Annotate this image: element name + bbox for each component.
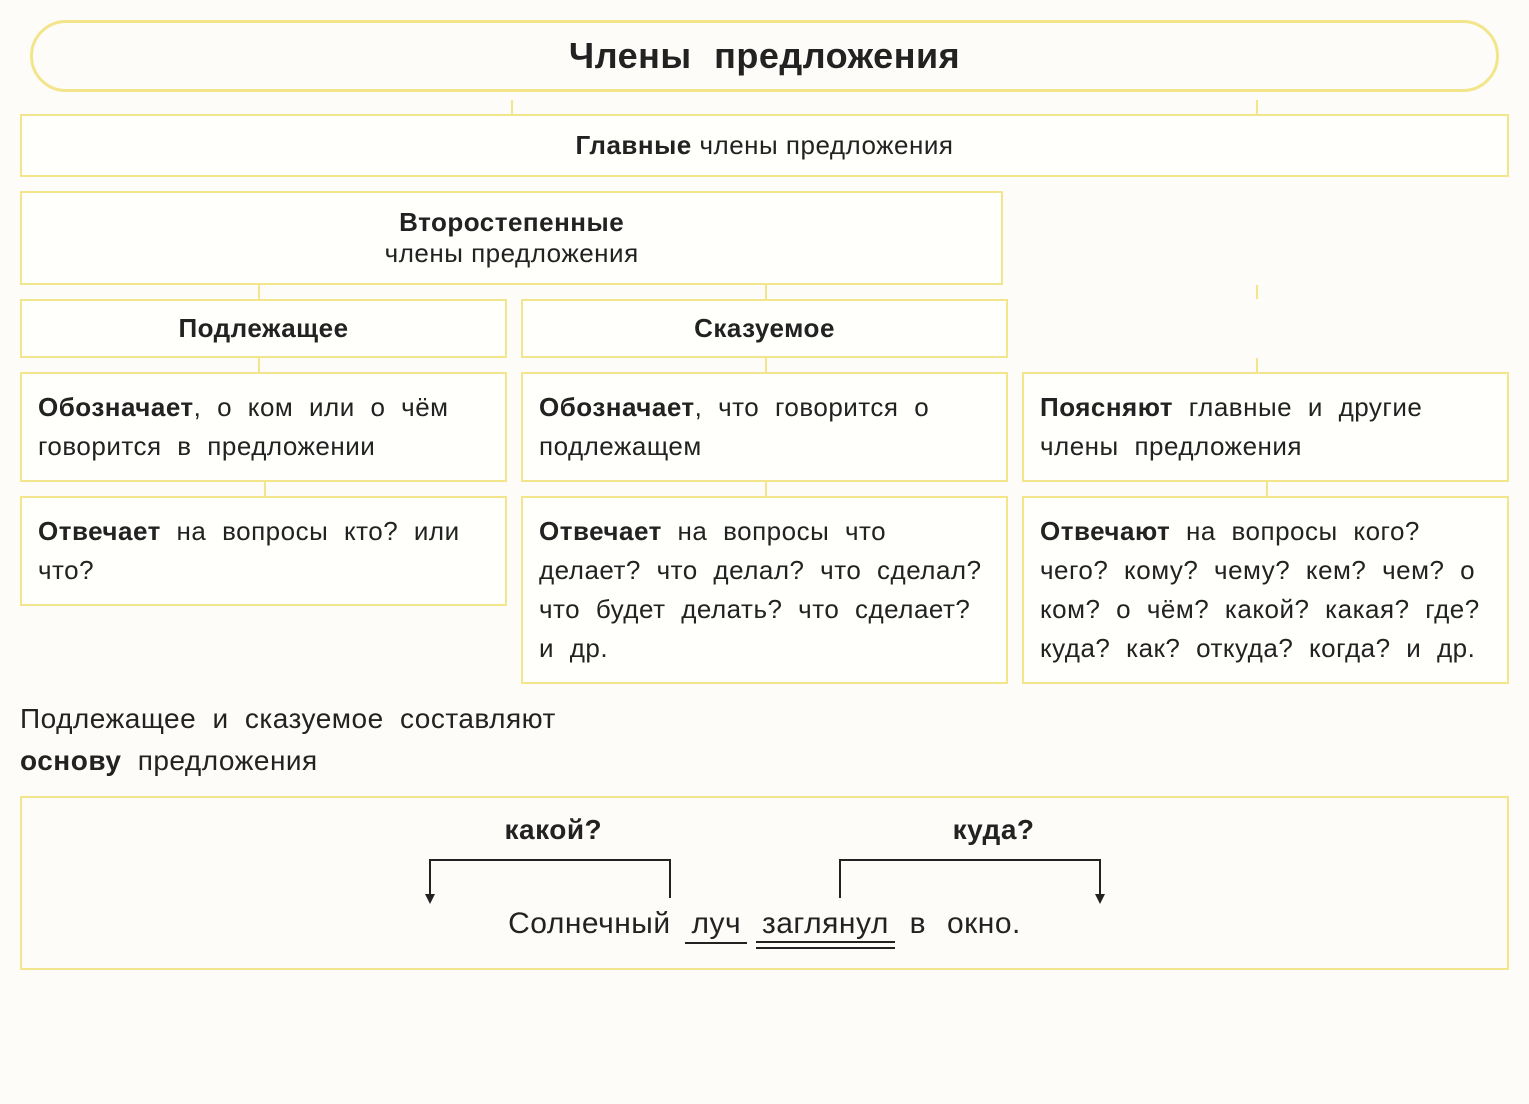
example-word-5: окно. (941, 907, 1027, 941)
secondary-definition: Поясняют главные и другие члены предложе… (1022, 372, 1509, 482)
predicate-header: Сказуемое (521, 299, 1008, 358)
connector-row-2 (20, 285, 1509, 299)
connector (521, 482, 1008, 496)
example-word-4: в (904, 907, 932, 941)
subject-answers: Отвечает на вопросы кто? или что? (20, 496, 507, 606)
subject-definition: Обозначает, о ком или о чём говорится в … (20, 372, 507, 482)
connector (1022, 482, 1509, 496)
secondary-ans-lead: Отвечают (1040, 516, 1170, 546)
main-members-rest: члены предложения (692, 130, 954, 160)
footer-text-1: Подлежащее и сказуемое составляют (20, 703, 556, 734)
secondary-def-lead: Поясняют (1040, 392, 1173, 422)
example-label-2: куда? (953, 814, 1035, 846)
example-question-labels: какой? куда? (315, 814, 1215, 846)
subject-column: Обозначает, о ком или о чём говорится в … (20, 372, 507, 606)
example-sentence: Солнечный луч заглянул в окно. (315, 907, 1215, 944)
predicate-answers: Отвечает на вопросы что делает? что дела… (521, 496, 1008, 684)
secondary-members-rest: члены предложения (385, 238, 639, 268)
secondary-column: Поясняют главные и другие члены предложе… (1022, 372, 1509, 684)
connector-row-top (20, 100, 1509, 114)
connector-row-3 (20, 358, 1509, 372)
secondary-members-header: Второстепенные члены предложения (20, 191, 1003, 285)
predicate-column: Обозначает, что говорится о подлежащем О… (521, 372, 1008, 684)
main-members-bold: Главные (575, 130, 691, 160)
example-arrows (315, 850, 1215, 904)
category-header-row: Главные члены предложения Второстепенные… (20, 114, 1509, 285)
footer-bold: основу (20, 745, 121, 776)
subject-ans-lead: Отвечает (38, 516, 161, 546)
connector (20, 482, 507, 496)
example-inner: какой? куда? Солнечный луч заглянул в ок… (315, 814, 1215, 944)
example-label-1: какой? (505, 814, 603, 846)
footer-text-2: предложения (121, 745, 317, 776)
secondary-members-bold: Второстепенные (399, 207, 624, 237)
predicate-def-lead: Обозначает (539, 392, 695, 422)
predicate-ans-lead: Отвечает (539, 516, 662, 546)
example-word-predicate: заглянул (756, 907, 895, 941)
footer-note: Подлежащее и сказуемое составляют основу… (20, 698, 1509, 782)
secondary-answers: Отвечают на вопросы кого? чего? кому? че… (1022, 496, 1509, 684)
subject-header: Подлежащее (20, 299, 507, 358)
diagram-title: Члены предложения (30, 20, 1499, 92)
example-box: какой? куда? Солнечный луч заглянул в ок… (20, 796, 1509, 970)
main-members-header: Главные члены предложения (20, 114, 1509, 177)
subject-def-lead: Обозначает (38, 392, 194, 422)
example-word-subject: луч (685, 907, 747, 944)
sub-header-row: Подлежащее Сказуемое - (20, 299, 1509, 358)
example-word-1: Солнечный (502, 907, 676, 941)
predicate-definition: Обозначает, что говорится о подлежащем (521, 372, 1008, 482)
definitions-grid: Обозначает, о ком или о чём говорится в … (20, 372, 1509, 684)
